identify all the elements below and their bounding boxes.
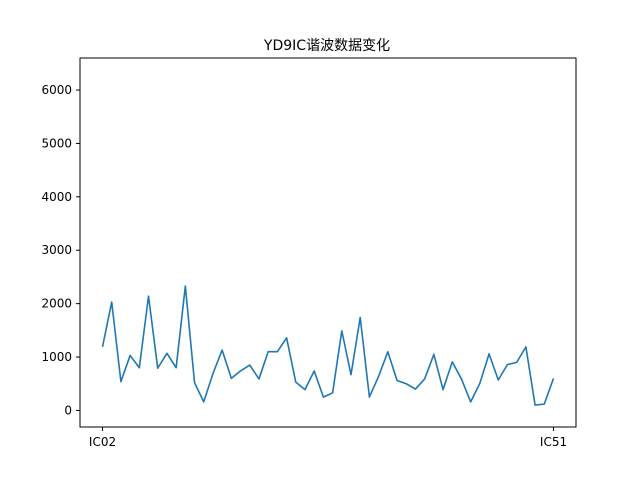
x-tick-label: IC51 <box>540 435 567 449</box>
y-tick-label: 3000 <box>41 243 72 257</box>
y-tick-label: 6000 <box>41 83 72 97</box>
y-tick-label: 0 <box>64 403 72 417</box>
y-axis: 0 1000 2000 3000 4000 5000 6000 <box>41 83 80 417</box>
chart-title: YD9IC谐波数据变化 <box>263 38 390 54</box>
y-tick-label: 2000 <box>41 297 72 311</box>
x-tick-label: IC02 <box>89 435 116 449</box>
y-tick-label: 5000 <box>41 136 72 150</box>
x-axis: IC02 IC51 <box>89 427 567 449</box>
plot-area-frame <box>79 57 577 428</box>
y-tick-label: 1000 <box>41 350 72 364</box>
series-line <box>101 285 555 406</box>
y-tick-label: 4000 <box>41 190 72 204</box>
series-layer <box>101 285 555 406</box>
